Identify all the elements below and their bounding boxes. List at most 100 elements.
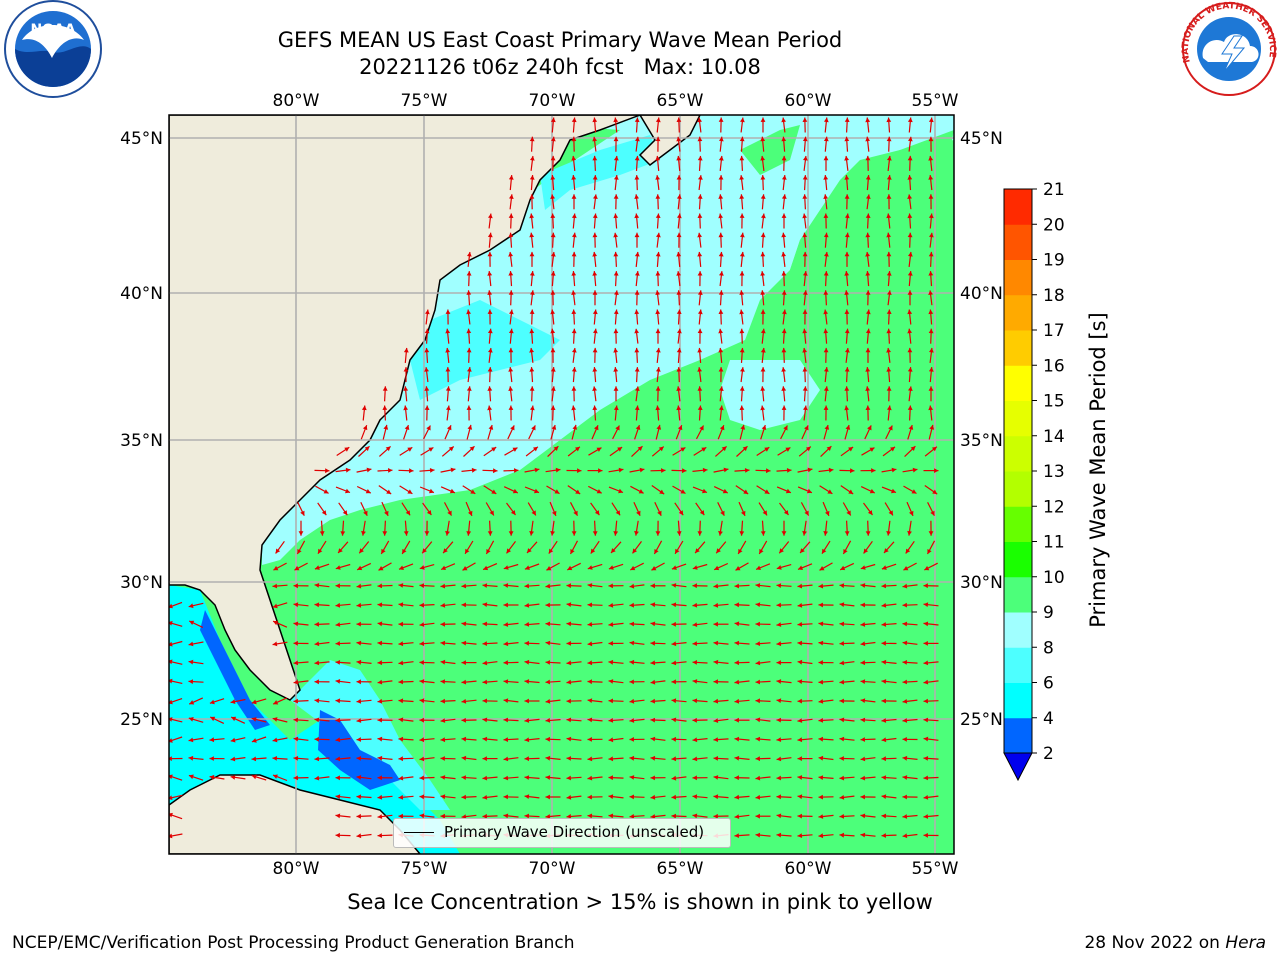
colorbar-tick-label: 17	[1043, 321, 1065, 341]
wave-arrow-head	[524, 565, 530, 570]
wave-arrow-head	[884, 548, 889, 553]
wave-arrow-head	[461, 755, 467, 761]
wave-arrow-head	[381, 548, 386, 554]
wave-arrow-head	[608, 659, 614, 665]
wave-arrow-head	[482, 736, 488, 742]
wave-arrow-head	[739, 309, 744, 315]
wave-arrow-head	[314, 679, 319, 685]
wave-arrow-head	[407, 489, 413, 494]
wave-arrow-head	[713, 602, 719, 608]
wave-arrow-head	[671, 775, 677, 781]
wave-arrow-head	[470, 489, 476, 494]
wave-arrow-head	[735, 566, 741, 571]
wave-arrow-head	[461, 679, 467, 685]
wave-arrow-head	[188, 641, 194, 647]
wave-arrow-head	[632, 548, 637, 554]
wave-arrow-head	[860, 737, 865, 742]
wave-arrow-head	[818, 814, 824, 819]
wave-arrow-head	[822, 548, 827, 554]
lon-label: 55°W	[912, 91, 959, 111]
wave-arrow-head	[419, 698, 425, 704]
wave-arrow-head	[839, 660, 845, 666]
wave-arrow-head	[634, 367, 640, 372]
wave-arrow-head	[867, 510, 873, 515]
wave-arrow-head	[907, 175, 913, 180]
wave-arrow-head	[293, 602, 299, 608]
wave-arrow-head	[298, 531, 304, 536]
wave-arrow-head	[635, 425, 641, 430]
map-frame	[168, 114, 955, 855]
wave-arrow-head	[398, 679, 403, 685]
wave-arrow-head	[608, 698, 613, 704]
wave-arrow-head	[482, 660, 488, 666]
wave-arrow-head	[766, 468, 771, 474]
wave-arrow-head	[865, 136, 870, 142]
graticule	[169, 115, 954, 854]
wave-arrow-head	[629, 640, 635, 646]
lat-label: 25°N	[120, 710, 163, 730]
wave-arrow-head	[466, 328, 472, 334]
wave-arrow-head	[419, 660, 424, 665]
wave-arrow-head	[356, 833, 362, 839]
wave-arrow-head	[697, 251, 703, 257]
wave-arrow-head	[676, 175, 682, 180]
wave-arrow-head	[740, 232, 745, 238]
wave-arrow-head	[461, 814, 467, 819]
colorbar-bin	[1004, 365, 1032, 401]
colorbar-tick-label: 6	[1043, 674, 1054, 694]
wave-arrow-head	[377, 583, 382, 589]
wave-arrow-head	[613, 271, 619, 276]
wave-arrow-head	[755, 813, 760, 819]
wave-arrow-head	[466, 290, 472, 295]
wave-arrow-head	[338, 548, 343, 553]
wave-arrow-head	[335, 813, 341, 819]
wave-arrow-head	[734, 717, 739, 723]
wave-arrow-head	[377, 794, 383, 800]
wave-arrow-head	[739, 531, 745, 536]
wave-arrow-head	[512, 447, 518, 452]
wave-arrow-head	[293, 756, 299, 761]
wave-arrow-head	[886, 328, 892, 334]
wave-arrow-head	[692, 775, 697, 781]
wave-arrow-head	[807, 467, 813, 473]
wave-arrow-head	[844, 531, 850, 536]
wave-arrow-head	[848, 489, 854, 494]
wave-arrow-head	[550, 328, 556, 334]
wave-arrow-head	[169, 795, 173, 800]
wave-arrow-head	[293, 640, 298, 646]
wave-arrow-head	[881, 583, 886, 589]
wave-arrow-head	[650, 794, 656, 800]
wave-arrow-head	[293, 775, 298, 781]
wave-arrow-head	[656, 232, 661, 238]
wave-arrow-head	[655, 271, 661, 276]
wave-arrow-head	[335, 756, 341, 762]
wave-arrow-head	[676, 309, 682, 314]
wave-arrow-head	[169, 621, 173, 626]
wave-arrow-head	[739, 328, 745, 334]
wave-arrow-head	[419, 641, 425, 646]
wave-arrow-head	[545, 736, 550, 742]
wave-arrow-head	[545, 718, 551, 723]
wave-arrow-head	[716, 548, 721, 554]
wave-arrow-head	[483, 565, 489, 571]
wave-arrow-head	[592, 405, 598, 410]
wave-arrow-head	[566, 583, 571, 589]
wave-arrow-head	[675, 548, 680, 554]
wave-arrow-head	[929, 424, 935, 430]
wave-arrow-head	[188, 679, 193, 684]
wave-arrow-head	[840, 565, 846, 571]
lon-label: 60°W	[785, 91, 832, 111]
wave-arrow-head	[692, 737, 698, 743]
wave-arrow-head	[823, 136, 829, 142]
wave-arrow-head	[818, 775, 824, 780]
wave-arrow-head	[755, 602, 761, 607]
wave-arrow-head	[697, 117, 702, 123]
wave-arrow-head	[676, 290, 682, 295]
wave-arrow-head	[655, 347, 661, 353]
wave-arrow-head	[398, 698, 404, 704]
wave-arrow-head	[818, 699, 824, 704]
wave-arrow-head	[760, 290, 766, 295]
wave-arrow-head	[382, 405, 388, 410]
wave-arrow-head	[398, 756, 403, 762]
wave-arrow-head	[907, 530, 912, 536]
